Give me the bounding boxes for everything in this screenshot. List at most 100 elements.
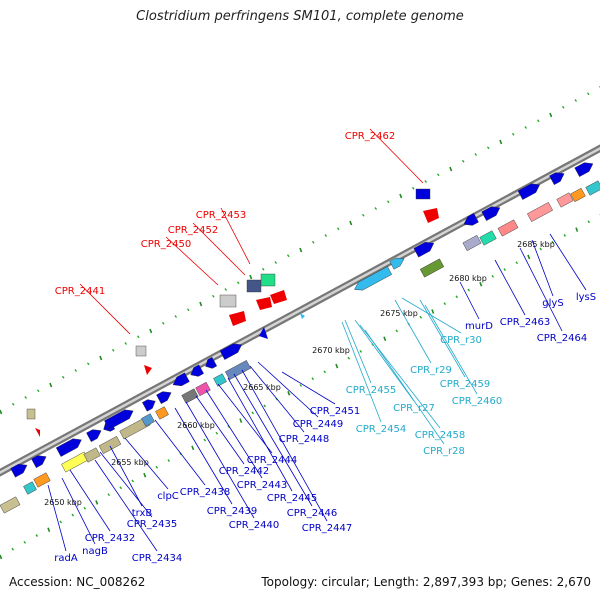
upper-dot (36, 389, 40, 393)
gene-block (389, 257, 405, 270)
upper-dot (574, 99, 578, 102)
gene-block (556, 192, 574, 208)
tick-label: 2675 kbp (380, 309, 418, 318)
rna-label: CPR_2454 (356, 424, 406, 435)
upper-dot (174, 315, 178, 318)
gene-label: CPR_2463 (500, 317, 550, 328)
rna-label: CPR_r30 (440, 335, 482, 346)
leader-line (341, 321, 382, 423)
lower-dot (47, 527, 51, 533)
upper-dot (324, 234, 328, 237)
small-rna (300, 313, 305, 319)
lower-dot (431, 309, 435, 314)
gene-label: CPR_2445 (267, 493, 317, 504)
lower-dot (191, 445, 195, 451)
tick-label: 2660 kbp (177, 421, 215, 430)
tick-label: 2650 kbp (44, 498, 82, 507)
gene-block (33, 472, 51, 488)
upper-dot (449, 166, 453, 172)
gene-block (98, 436, 122, 454)
upper-dot (386, 200, 390, 204)
rna-label: CPR_2459 (440, 379, 490, 390)
lower-dot (119, 486, 123, 490)
leader-line (94, 459, 158, 552)
upper-dot (399, 193, 403, 199)
upper-dot (424, 180, 428, 183)
upper-dot (249, 274, 253, 280)
upper-dot (474, 153, 478, 156)
upper-dot (536, 119, 540, 123)
label-leaders (47, 128, 587, 552)
rna-label: CPR_r29 (410, 365, 452, 376)
gene-arrow (219, 343, 242, 360)
leader-line (124, 437, 169, 490)
gene-arrow (413, 241, 435, 258)
genome-summary: Topology: circular; Length: 2,897,393 bp… (261, 575, 591, 589)
gene-block (181, 388, 199, 404)
upper-dot (524, 126, 528, 129)
gene-label: nagB (82, 546, 108, 557)
tick-label: 2685 kbp (517, 240, 555, 249)
lower-dot (503, 268, 507, 271)
upper-dot (461, 159, 465, 163)
lower-dot (587, 220, 591, 224)
upper-dot (186, 308, 190, 312)
lower-dot (107, 493, 111, 497)
gene-block (462, 234, 482, 252)
lower-dot (467, 288, 471, 292)
upper-dot (511, 132, 515, 136)
lower-dot (131, 479, 135, 483)
gene-block (155, 406, 169, 420)
rna-label: CPR_r27 (393, 403, 435, 414)
highlighted-gene-arrow (270, 290, 287, 304)
tick-labels: 2650 kbp 2655 kbp 2660 kbp 2665 kbp 2670 kbp… (44, 240, 555, 507)
lower-dot (71, 513, 75, 517)
gene-label: trxB (132, 508, 153, 519)
gene-arrow (10, 463, 28, 478)
lower-dot (83, 506, 87, 510)
upper-dot (236, 281, 240, 285)
lower-dot (395, 329, 399, 333)
lower-dot (419, 315, 423, 319)
lower-dot (23, 540, 27, 544)
gene-label: CPR_2442 (219, 466, 269, 477)
upper-dot (224, 288, 228, 291)
tick-label: 2665 kbp (243, 383, 281, 392)
gene-block (527, 202, 553, 222)
gene-features (0, 162, 600, 514)
gene-block (585, 180, 600, 196)
rna-label: CPR_2458 (415, 430, 465, 441)
gene-arrow (31, 455, 47, 468)
upper-dot (349, 220, 353, 226)
gene-arrow (549, 172, 565, 185)
upper-dot (561, 105, 565, 109)
gene-block (213, 373, 227, 387)
small-gene (259, 327, 268, 339)
lower-dot (263, 404, 267, 408)
upper-dot (211, 294, 215, 298)
gene-label: CPR_2444 (247, 455, 297, 466)
highlighted-gene-label: CPR_2452 (168, 225, 218, 236)
leader-line (419, 299, 466, 378)
upper-dot (361, 213, 365, 217)
highlighted-gene-arrow (229, 311, 246, 326)
leader-line (257, 361, 319, 418)
leader-line (205, 389, 263, 479)
leader-line (61, 477, 96, 545)
gene-arrow (205, 356, 218, 369)
gene-label: CPR_2447 (302, 523, 352, 534)
tick-label: 2680 kbp (449, 274, 487, 283)
upper-dot (374, 207, 378, 210)
leader-line (220, 207, 251, 265)
lower-dot (359, 349, 363, 353)
dotted-guides (0, 86, 600, 560)
gene-block (419, 258, 445, 278)
gene-label: CPR_2451 (310, 406, 360, 417)
lower-dot (143, 472, 147, 478)
leader-line (185, 401, 255, 519)
leader-line (47, 484, 67, 552)
gene-label: CPR_2438 (180, 487, 230, 498)
tick-label: 2655 kbp (111, 458, 149, 467)
upper-dot (311, 240, 315, 244)
gene-block (225, 360, 251, 380)
